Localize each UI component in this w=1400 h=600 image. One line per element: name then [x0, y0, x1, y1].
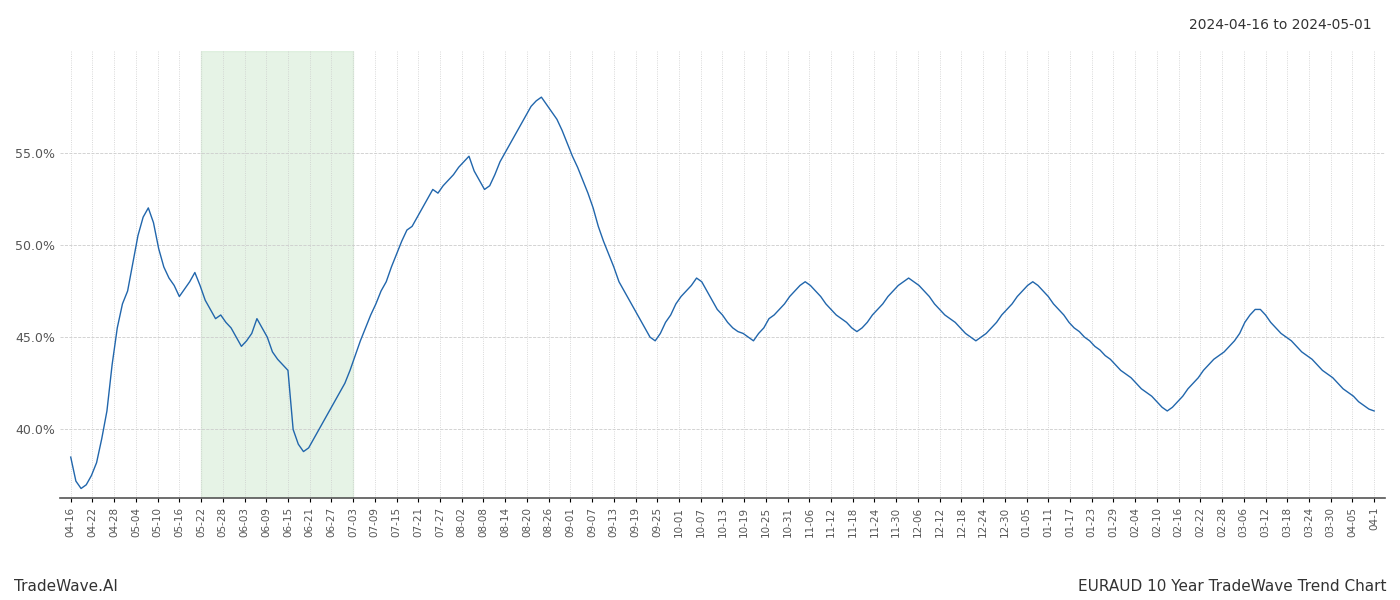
Text: TradeWave.AI: TradeWave.AI: [14, 579, 118, 594]
Bar: [202, 51, 353, 498]
Text: EURAUD 10 Year TradeWave Trend Chart: EURAUD 10 Year TradeWave Trend Chart: [1078, 579, 1386, 594]
Text: 2024-04-16 to 2024-05-01: 2024-04-16 to 2024-05-01: [1190, 18, 1372, 32]
